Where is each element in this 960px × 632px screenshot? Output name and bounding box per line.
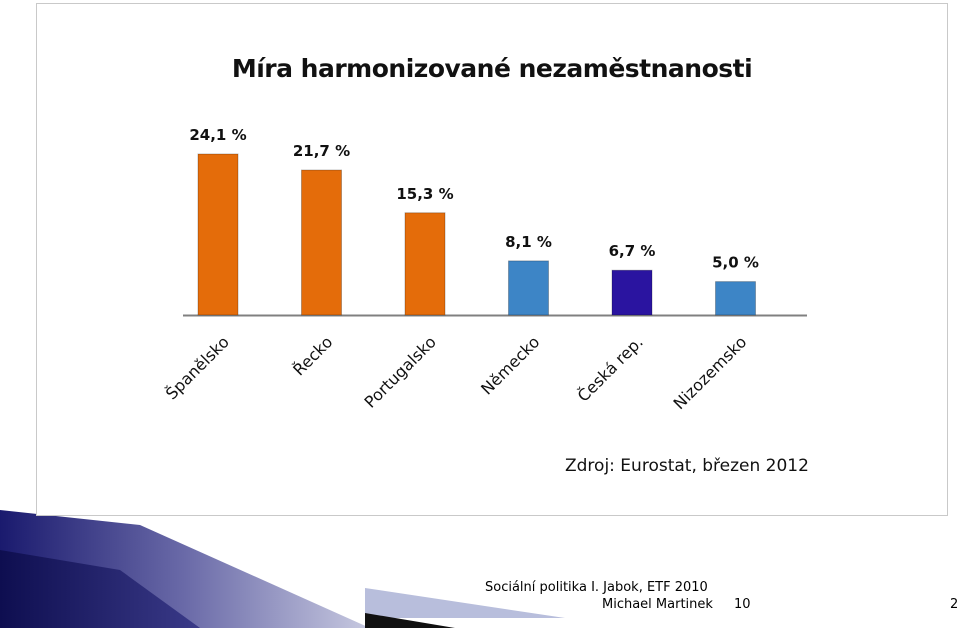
- x-tick-label: Německo: [477, 332, 543, 398]
- x-tick-label: Řecko: [289, 332, 336, 379]
- footer-author: Michael Martinek: [602, 597, 713, 612]
- slide-number: 10: [734, 597, 751, 612]
- bar: [611, 269, 653, 316]
- data-label: 15,3 %: [396, 185, 453, 203]
- x-tick-label: Česká rep.: [574, 332, 647, 405]
- page-number: 2: [950, 597, 959, 612]
- x-tick-label: Portugalsko: [361, 332, 440, 411]
- chart-frame: Míra harmonizované nezaměstnanosti 24,1 …: [36, 3, 948, 516]
- bar: [404, 212, 446, 316]
- bar: [508, 260, 549, 316]
- data-label: 6,7 %: [609, 242, 656, 260]
- footer-course: Sociální politika I. Jabok, ETF 2010: [485, 580, 708, 595]
- source-note: Zdroj: Eurostat, březen 2012: [565, 456, 809, 476]
- bar-chart: 24,1 % Španělsko 21,7 % Řecko 15,3 % Portugal…: [162, 126, 807, 413]
- footer-stripe: [365, 588, 565, 628]
- bar: [301, 169, 342, 316]
- x-tick-label: Nizozemsko: [670, 332, 751, 413]
- data-label: 5,0 %: [712, 254, 759, 272]
- footer-decoration: [0, 490, 380, 628]
- data-label: 8,1 %: [505, 233, 552, 251]
- data-label: 21,7 %: [293, 142, 350, 160]
- data-label: 24,1 %: [189, 126, 246, 144]
- x-tick-label: Španělsko: [162, 332, 233, 403]
- chart-title: Míra harmonizované nezaměstnanosti: [231, 54, 753, 83]
- bar: [715, 281, 756, 316]
- bar: [197, 153, 239, 316]
